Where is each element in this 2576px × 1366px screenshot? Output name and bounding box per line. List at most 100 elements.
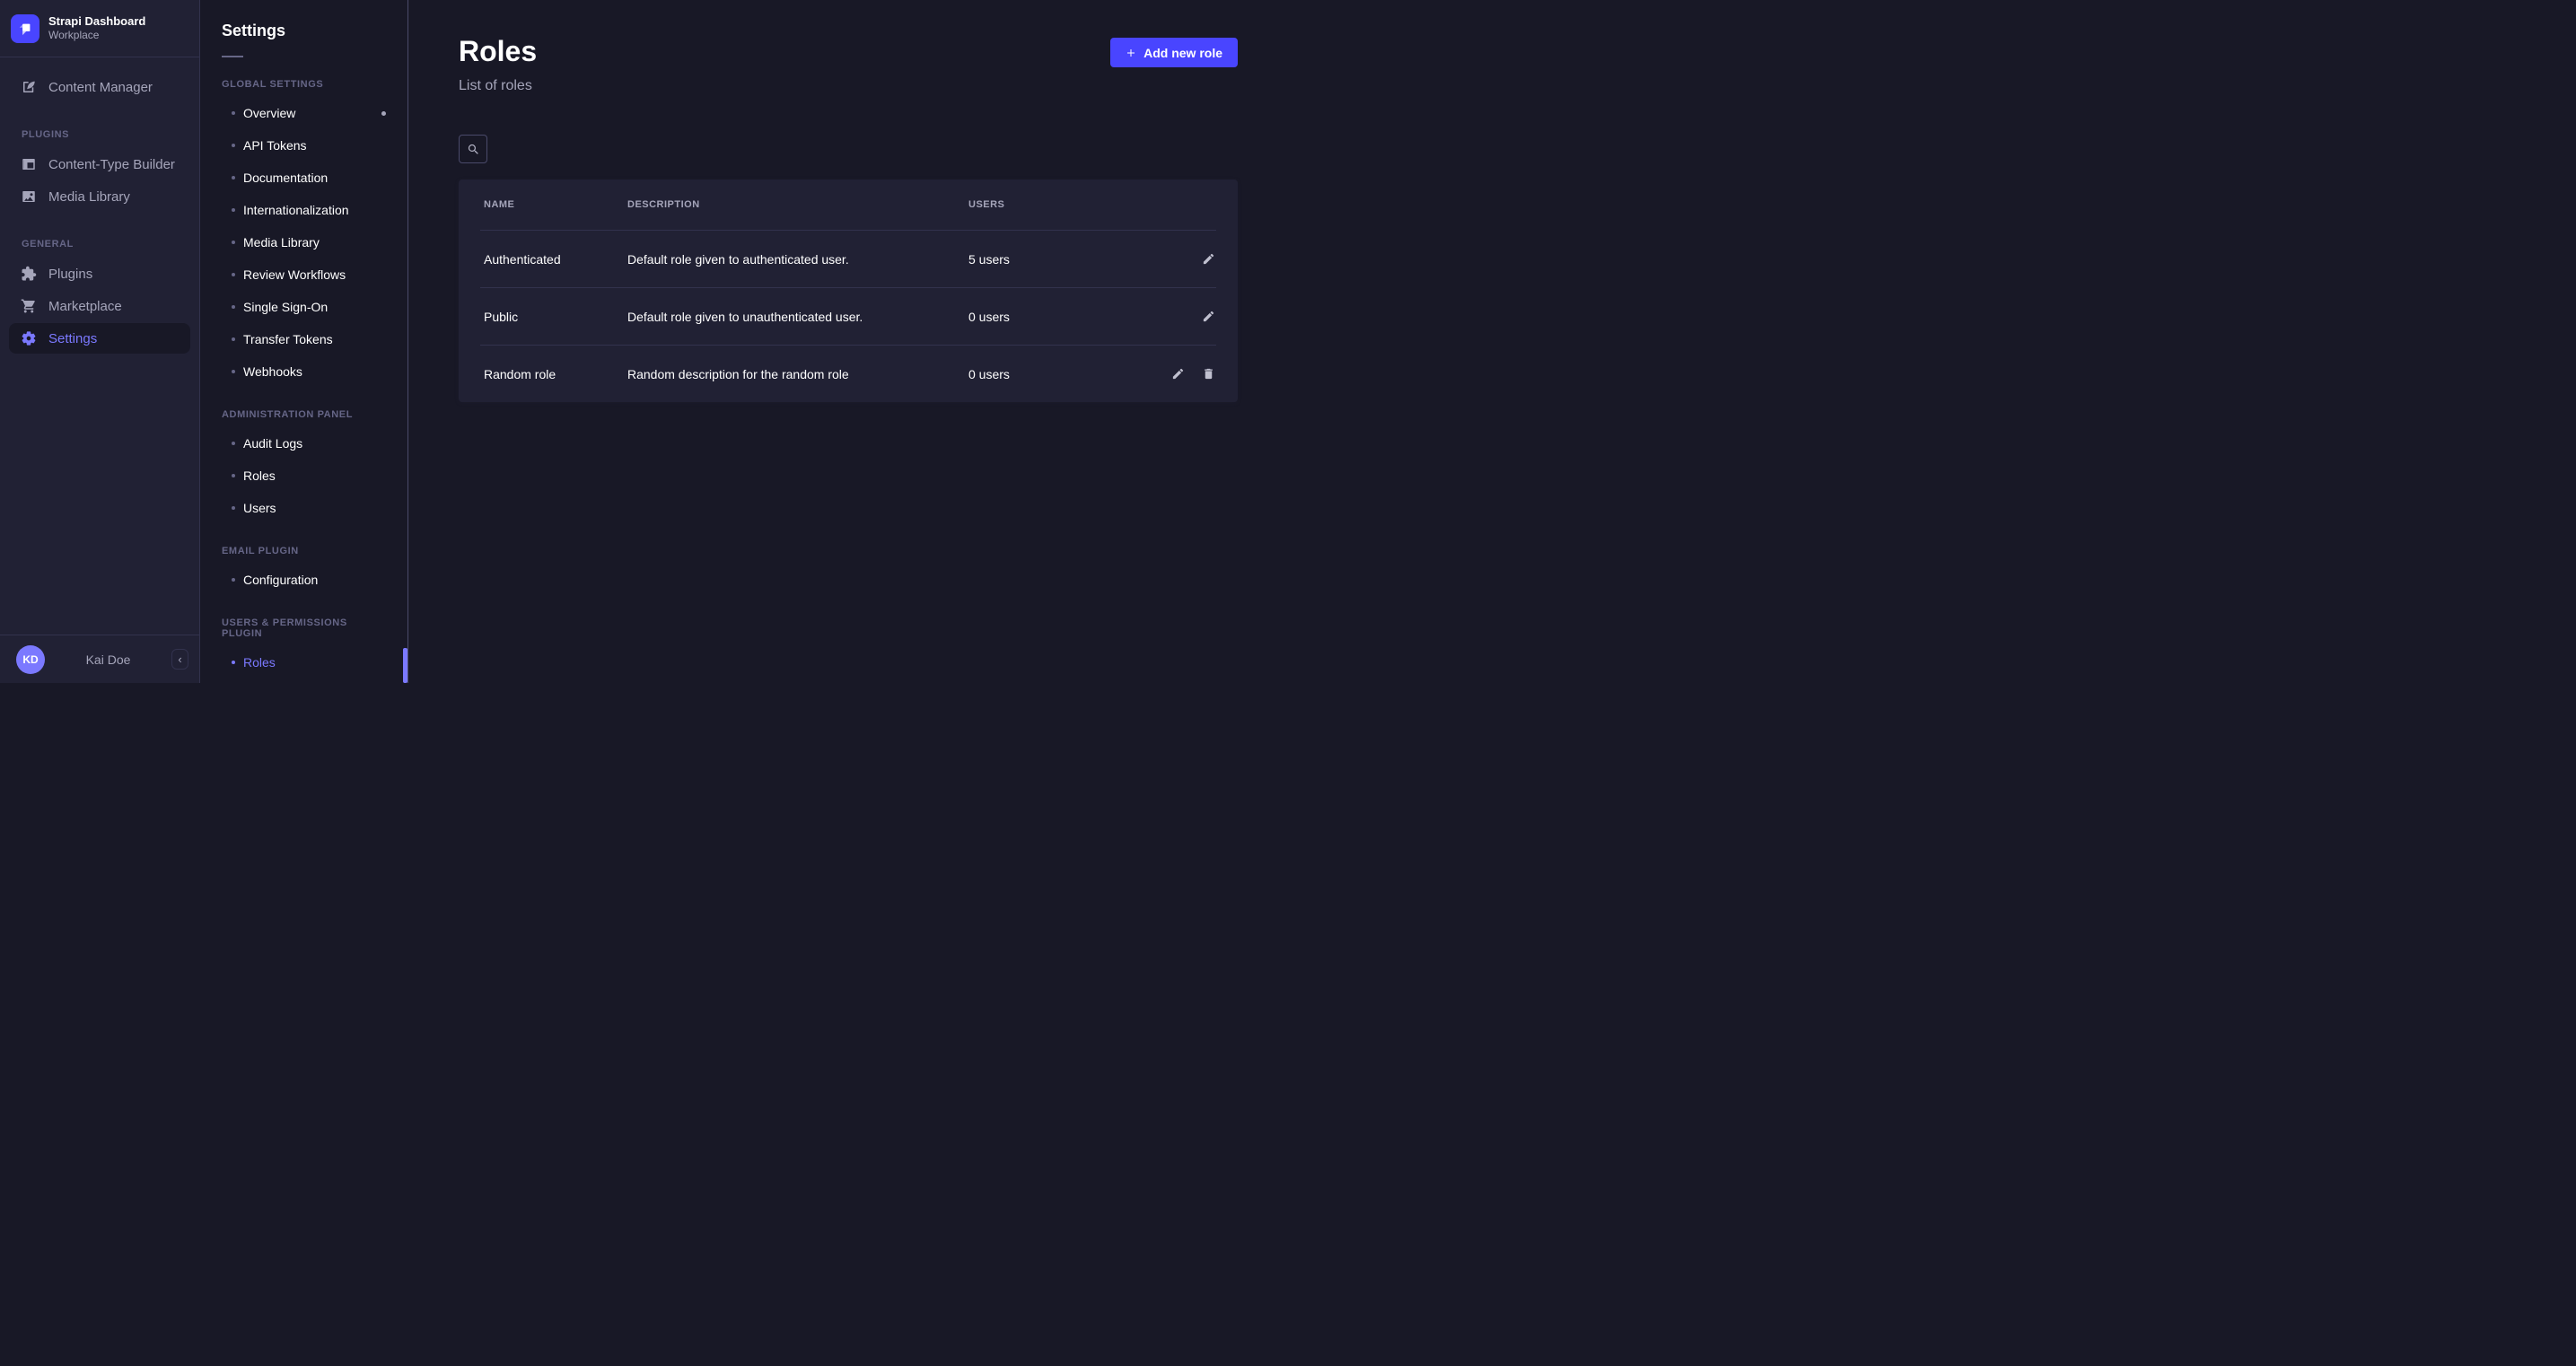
sidebar-collapse-button[interactable]: ‹ (171, 649, 188, 670)
subnav-item-label: Transfer Tokens (243, 332, 333, 346)
workspace-switcher[interactable]: Strapi Dashboard Workplace (0, 0, 199, 57)
role-users-count: 5 users (968, 251, 1010, 267)
workspace-title: Strapi Dashboard (48, 13, 146, 28)
subnav-item-label: Webhooks (243, 364, 302, 379)
subnav-item-admin-roles[interactable]: Roles (200, 460, 407, 492)
search-button[interactable] (459, 135, 487, 164)
subnav-section-email-plugin: EMAIL PLUGIN Configuration (200, 546, 407, 596)
main-content: Roles Add new role List of roles NAME DE… (408, 0, 1288, 683)
subnav-section-label: USERS & PERMISSIONS PLUGIN (222, 617, 347, 639)
sidebar-item-label: Content Manager (48, 79, 153, 95)
subnav-title-divider (222, 56, 243, 57)
sidebar-item-label: Media Library (48, 188, 130, 205)
subnav-item-label: Review Workflows (243, 267, 346, 282)
content-manager-icon (20, 78, 38, 96)
subnav-item-audit-logs[interactable]: Audit Logs (200, 427, 407, 460)
edit-role-button[interactable] (1170, 366, 1186, 382)
subnav-item-label: Configuration (243, 573, 319, 587)
subnav-item-media-library[interactable]: Media Library (200, 226, 407, 258)
app-window: Strapi Dashboard Workplace Content Manag… (0, 0, 1288, 683)
user-name: Kai Doe (85, 652, 131, 667)
delete-role-button[interactable] (1200, 366, 1216, 382)
subnav-item-label: Roles (243, 655, 276, 670)
subnav-section-label: EMAIL PLUGIN (222, 546, 299, 556)
user-area: KD Kai Doe ‹ (0, 635, 199, 683)
role-users-count: 0 users (968, 309, 1010, 324)
subnav-item-single-sign-on[interactable]: Single Sign-On (200, 291, 407, 323)
page-header: Roles Add new role (459, 35, 1238, 67)
table-row[interactable]: Random role Random description for the r… (480, 345, 1216, 402)
page-subtitle: List of roles (459, 78, 532, 94)
table-row[interactable]: Public Default role given to unauthentic… (480, 287, 1216, 345)
subnav-item-label: Users (243, 501, 276, 515)
subnav-item-label: Overview (243, 106, 296, 120)
sidebar-item-label: Content-Type Builder (48, 156, 175, 172)
search-icon (468, 144, 478, 154)
table-row[interactable]: Authenticated Default role given to auth… (480, 230, 1216, 287)
add-new-role-button[interactable]: Add new role (1110, 38, 1238, 67)
cart-icon (20, 297, 38, 315)
bullet-icon (232, 305, 235, 309)
plus-icon (1127, 48, 1135, 57)
subnav-item-transfer-tokens[interactable]: Transfer Tokens (200, 323, 407, 355)
bullet-icon (232, 442, 235, 445)
pencil-icon (1203, 254, 1214, 265)
pencil-icon (1203, 311, 1214, 322)
subnav-item-admin-users[interactable]: Users (200, 492, 407, 524)
subnav-item-configuration[interactable]: Configuration (200, 564, 407, 596)
subnav-item-internationalization[interactable]: Internationalization (200, 194, 407, 226)
bullet-icon (232, 111, 235, 115)
sidebar-item-content-type-builder[interactable]: Content-Type Builder (9, 149, 190, 180)
sidebar-item-plugins[interactable]: Plugins (9, 258, 190, 289)
column-header-users: USERS (968, 199, 1005, 211)
sidebar-item-marketplace[interactable]: Marketplace (9, 291, 190, 321)
subnav-scrollbar-thumb[interactable] (403, 648, 407, 683)
subnav-section-label: GLOBAL SETTINGS (222, 79, 324, 90)
role-description: Default role given to authenticated user… (627, 251, 849, 267)
column-header-name: NAME (484, 199, 515, 211)
subnav-item-webhooks[interactable]: Webhooks (200, 355, 407, 388)
chevron-left-icon: ‹ (178, 652, 182, 666)
subnav-item-api-tokens[interactable]: API Tokens (200, 129, 407, 162)
bullet-icon (232, 474, 235, 477)
role-name: Public (484, 309, 519, 324)
main-sidebar: Strapi Dashboard Workplace Content Manag… (0, 0, 200, 683)
bullet-icon (232, 208, 235, 212)
role-name: Authenticated (484, 251, 561, 267)
subnav-item-label: Documentation (243, 171, 329, 185)
subnav-item-label: Internationalization (243, 203, 349, 217)
bullet-icon (232, 176, 235, 180)
sidebar-item-content-manager[interactable]: Content Manager (9, 72, 190, 102)
subnav-item-label: Roles (243, 468, 276, 483)
role-description: Default role given to unauthenticated us… (627, 309, 863, 324)
subnav-item-overview[interactable]: Overview (200, 97, 407, 129)
role-description: Random description for the random role (627, 366, 849, 381)
roles-table: NAME DESCRIPTION USERS Authenticated Def… (459, 180, 1238, 403)
bullet-icon (232, 337, 235, 341)
add-new-role-label: Add new role (1143, 45, 1222, 60)
edit-role-button[interactable] (1200, 309, 1216, 325)
subnav-item-documentation[interactable]: Documentation (200, 162, 407, 194)
avatar[interactable]: KD (16, 644, 45, 674)
brand-text: Strapi Dashboard Workplace (48, 14, 145, 42)
workspace-subtitle: Workplace (48, 29, 100, 42)
bullet-icon (232, 273, 235, 276)
main-nav: Content Manager PLUGINS Content-Type Bui… (0, 57, 199, 354)
bullet-icon (232, 661, 235, 664)
page-title: Roles (459, 35, 538, 67)
strapi-logo-glyph (19, 23, 31, 35)
pencil-icon (1172, 369, 1183, 380)
subnav-item-label: API Tokens (243, 138, 307, 153)
subnav-section-users-permissions-plugin: USERS & PERMISSIONS PLUGIN Roles (200, 617, 407, 679)
bullet-icon (232, 370, 235, 373)
image-icon (20, 188, 38, 206)
subnav-item-review-workflows[interactable]: Review Workflows (200, 258, 407, 291)
edit-role-button[interactable] (1200, 251, 1216, 267)
sidebar-item-settings[interactable]: Settings (9, 323, 190, 354)
sidebar-item-label: Settings (48, 330, 98, 346)
role-name: Random role (484, 366, 556, 381)
subnav-item-up-roles[interactable]: Roles (200, 646, 407, 679)
notification-dot-icon (381, 110, 386, 116)
sidebar-item-media-library[interactable]: Media Library (9, 181, 190, 212)
settings-subnav: Settings GLOBAL SETTINGS Overview API To… (200, 0, 408, 683)
